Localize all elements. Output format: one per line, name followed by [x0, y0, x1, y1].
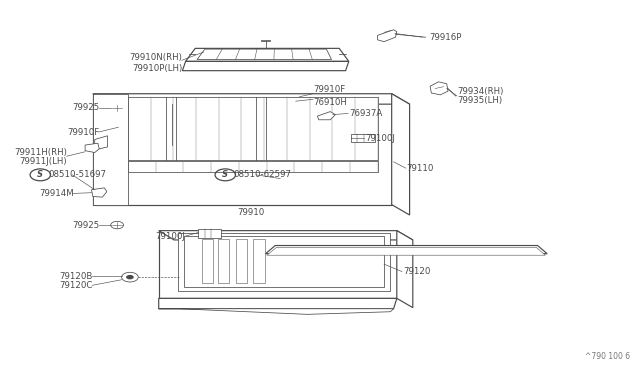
Polygon shape: [182, 61, 349, 71]
Polygon shape: [202, 239, 213, 283]
Text: 79910P(LH): 79910P(LH): [132, 64, 182, 73]
Text: 79911J(LH): 79911J(LH): [20, 157, 67, 166]
Polygon shape: [85, 143, 99, 153]
Text: 79925: 79925: [72, 221, 99, 230]
Text: 79120: 79120: [403, 267, 431, 276]
Text: 79120B: 79120B: [60, 272, 93, 280]
Polygon shape: [317, 112, 335, 120]
Polygon shape: [397, 231, 413, 308]
Text: 76910H: 76910H: [314, 98, 348, 107]
Polygon shape: [218, 239, 229, 283]
Text: S: S: [222, 170, 228, 179]
Text: 79100J: 79100J: [365, 134, 395, 143]
Text: 79910F: 79910F: [314, 85, 346, 94]
Polygon shape: [93, 94, 410, 104]
Text: ^790 100 6: ^790 100 6: [585, 352, 630, 361]
Polygon shape: [93, 94, 128, 205]
Circle shape: [126, 275, 134, 279]
Polygon shape: [159, 231, 413, 240]
Text: 79925: 79925: [72, 103, 99, 112]
Polygon shape: [266, 246, 547, 254]
Text: 79911H(RH): 79911H(RH): [14, 148, 67, 157]
Polygon shape: [430, 82, 448, 95]
Polygon shape: [253, 239, 265, 283]
Text: 08510-51697: 08510-51697: [48, 170, 106, 179]
Polygon shape: [95, 136, 108, 150]
Polygon shape: [198, 229, 221, 238]
Text: 79910F: 79910F: [67, 128, 99, 137]
Text: 76937A: 76937A: [349, 109, 382, 118]
Text: 79935(LH): 79935(LH): [458, 96, 503, 105]
Polygon shape: [128, 97, 378, 160]
Polygon shape: [378, 30, 397, 42]
Polygon shape: [128, 161, 378, 172]
Polygon shape: [159, 309, 394, 314]
Polygon shape: [197, 49, 332, 60]
Text: 08510-62597: 08510-62597: [234, 170, 292, 179]
Polygon shape: [92, 188, 107, 197]
Polygon shape: [267, 247, 545, 255]
Text: 79910N(RH): 79910N(RH): [129, 53, 182, 62]
Text: 79100J: 79100J: [156, 232, 186, 241]
Text: 79910: 79910: [237, 208, 264, 217]
Text: 79110: 79110: [406, 164, 434, 173]
Polygon shape: [159, 298, 397, 309]
Text: 79916P: 79916P: [429, 33, 461, 42]
Polygon shape: [186, 48, 349, 61]
Text: 79120C: 79120C: [60, 281, 93, 290]
Text: 79934(RH): 79934(RH): [458, 87, 504, 96]
Text: 79914M: 79914M: [39, 189, 74, 198]
Polygon shape: [351, 134, 375, 142]
Polygon shape: [159, 231, 397, 298]
Polygon shape: [236, 239, 247, 283]
Polygon shape: [178, 233, 390, 291]
Polygon shape: [184, 236, 384, 287]
Text: S: S: [37, 170, 44, 179]
Polygon shape: [93, 94, 392, 205]
Polygon shape: [392, 94, 410, 215]
